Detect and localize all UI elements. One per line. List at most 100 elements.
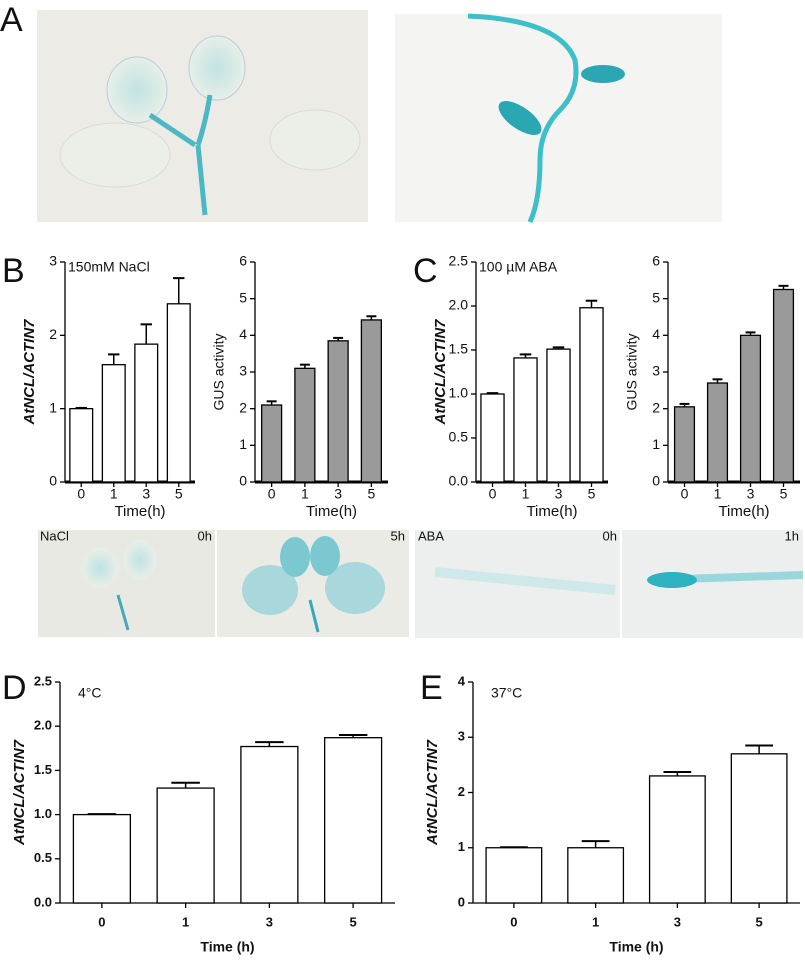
bar	[166, 303, 191, 483]
bar	[360, 319, 382, 483]
y-tick-label: 1.0	[449, 385, 469, 401]
x-axis-label: Time(h)	[114, 503, 165, 520]
x-tick-label: 0	[268, 486, 276, 502]
y-tick-label: 0	[652, 473, 660, 489]
photo-aba-1h	[622, 530, 804, 638]
x-tick-label: 5	[756, 914, 763, 929]
x-tick-label: 5	[780, 486, 788, 502]
y-tick-label: 1	[458, 839, 465, 854]
y-tick-label: 1	[652, 436, 660, 452]
y-axis-label: AtNCL/ACTIN7	[21, 319, 38, 426]
panel-letter: D	[2, 669, 27, 707]
y-tick-label: 5	[652, 289, 660, 305]
y-tick-label: 0	[239, 473, 247, 489]
bar	[240, 745, 299, 904]
bar	[101, 364, 126, 483]
bar	[772, 288, 795, 483]
y-tick-label: 2.5	[449, 253, 469, 269]
x-tick-label: 1	[714, 486, 722, 502]
bar	[706, 382, 729, 483]
panel-letter: E	[420, 669, 443, 707]
bar	[480, 393, 505, 483]
x-tick-label: 5	[175, 486, 183, 502]
bar	[134, 343, 159, 483]
bar	[294, 367, 316, 483]
y-tick-label: 0.5	[34, 850, 52, 865]
y-tick-label: 1.5	[449, 341, 469, 357]
x-tick-label: 1	[301, 486, 309, 502]
bar	[327, 340, 349, 483]
bar	[323, 737, 383, 904]
y-axis-label: AtNCL/ACTIN7	[432, 319, 449, 426]
photo-a-right	[395, 13, 722, 224]
y-tick-label: 4	[458, 673, 466, 688]
photo-label: 0h	[198, 528, 212, 543]
y-tick-label: 2.5	[34, 673, 52, 688]
panel-letter: C	[413, 252, 438, 290]
x-tick-label: 0	[98, 914, 105, 929]
y-tick-label: 3	[458, 729, 465, 744]
bar	[673, 406, 696, 483]
y-tick-label: 2	[239, 399, 247, 415]
x-tick-label: 1	[110, 486, 118, 502]
bar	[260, 404, 283, 483]
x-tick-label: 0	[510, 914, 517, 929]
annotation: 37°C	[491, 685, 522, 701]
bar	[156, 787, 215, 904]
photo-nacl-0h	[38, 530, 215, 637]
y-tick-label: 0	[458, 894, 465, 909]
photo-label: NaCl	[40, 528, 69, 543]
y-tick-label: 0.0	[34, 894, 52, 909]
y-tick-label: 2.0	[34, 718, 52, 733]
photo-aba-0h	[415, 530, 620, 638]
x-tick-label: 3	[747, 486, 755, 502]
panel-letter: A	[0, 1, 23, 39]
x-tick-label: 1	[592, 914, 599, 929]
y-tick-label: 2.0	[449, 297, 469, 313]
y-tick-label: 0.5	[449, 429, 469, 445]
y-tick-label: 4	[652, 326, 660, 342]
photo-label: 1h	[785, 528, 799, 543]
x-tick-label: 5	[588, 486, 596, 502]
y-tick-label: 2	[49, 326, 57, 342]
x-axis-label: Time(h)	[526, 503, 577, 520]
x-axis-label: Time (h)	[200, 939, 254, 955]
y-axis-label: GUS activity	[624, 333, 640, 410]
bar	[730, 753, 788, 904]
x-tick-label: 5	[350, 914, 357, 929]
photo-label: 0h	[603, 528, 617, 543]
bar	[513, 357, 538, 483]
x-tick-label: 5	[367, 486, 375, 502]
photo-a-left	[37, 10, 368, 222]
x-tick-label: 0	[681, 486, 689, 502]
annotation: 150mM NaCl	[68, 259, 150, 275]
bar	[567, 847, 625, 904]
annotation: 4°C	[78, 685, 102, 701]
y-tick-label: 3	[239, 363, 247, 379]
x-axis-label: Time(h)	[718, 503, 769, 520]
x-tick-label: 1	[522, 486, 530, 502]
x-axis-label: Time (h)	[609, 939, 663, 955]
bar	[579, 307, 604, 483]
x-tick-label: 0	[489, 486, 497, 502]
y-tick-label: 3	[652, 363, 660, 379]
y-axis-label: GUS activity	[211, 333, 227, 410]
y-axis-label: AtNCL/ACTIN7	[11, 739, 28, 846]
y-tick-label: 2	[458, 784, 465, 799]
y-tick-label: 5	[239, 289, 247, 305]
x-tick-label: 3	[142, 486, 150, 502]
x-tick-label: 3	[266, 914, 273, 929]
photo-label: ABA	[418, 528, 444, 543]
y-tick-label: 6	[652, 253, 660, 269]
y-tick-label: 4	[239, 326, 247, 342]
y-tick-label: 0	[49, 473, 57, 489]
y-tick-label: 1.0	[34, 806, 52, 821]
photo-label: 5h	[391, 528, 405, 543]
y-axis-label: AtNCL/ACTIN7	[424, 739, 441, 846]
y-tick-label: 0.0	[449, 473, 469, 489]
y-tick-label: 1.5	[34, 762, 52, 777]
panel-letter: B	[2, 252, 25, 290]
annotation: 100 µM ABA	[479, 259, 558, 275]
bar	[72, 813, 132, 904]
